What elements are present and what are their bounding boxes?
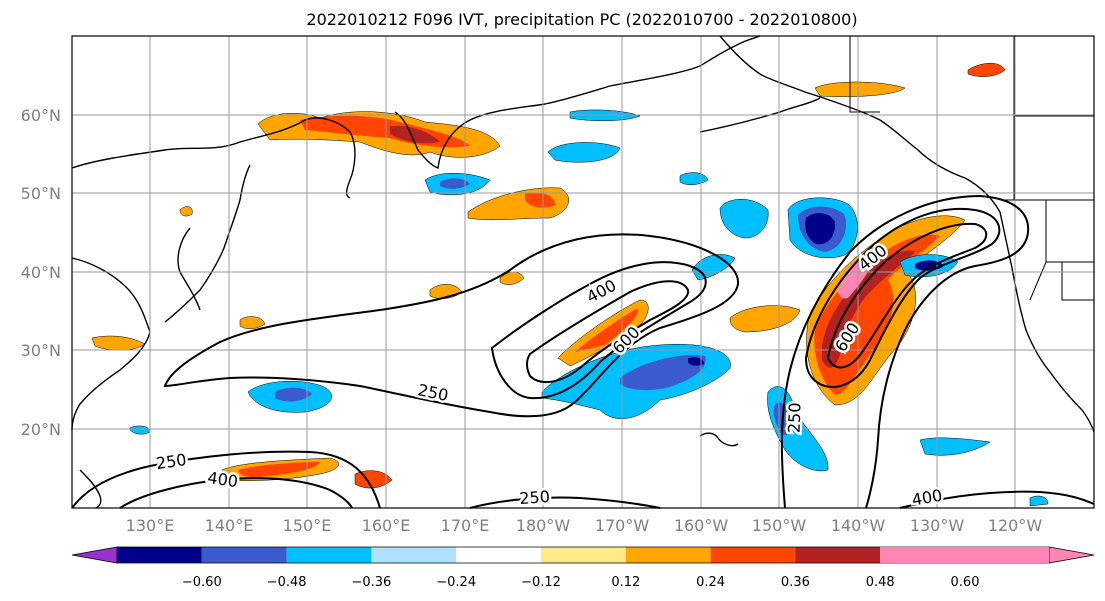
coastlines [71, 35, 1095, 509]
lon-label: 130°E [126, 516, 175, 535]
colorbar-segment [456, 547, 541, 563]
coastline-aleutians [699, 97, 821, 133]
precip-negative-core [620, 355, 706, 391]
colorbar: −0.60 −0.48 −0.36 −0.24 −0.12 0.12 0.24 … [71, 546, 1095, 590]
ivt-contours [71, 194, 1095, 509]
coastline-asia [71, 117, 356, 199]
lat-label: 60°N [21, 106, 61, 125]
coastline-china [71, 257, 151, 431]
lon-label: 140°W [831, 516, 886, 535]
colorbar-tick-label: −0.36 [351, 575, 391, 590]
boundary-us-states [1029, 200, 1094, 301]
colorbar-tick-label: −0.12 [521, 575, 561, 590]
coastline-north-america [999, 211, 1095, 433]
ivt-contour-400 [490, 261, 707, 400]
lon-label: 120°W [988, 516, 1043, 535]
colorbar-segment [117, 547, 202, 563]
map-frame [71, 35, 1095, 509]
ivt-contour-600 [826, 222, 988, 369]
coastline-alaska [719, 35, 1001, 213]
lon-label: 140°E [205, 516, 254, 535]
colorbar-segment [710, 547, 796, 563]
precip-negative-core [275, 387, 312, 402]
lon-label: 180°W [516, 516, 571, 535]
lon-label: 160°E [362, 516, 411, 535]
boundary-canada-provinces [1013, 36, 1094, 200]
colorbar-tick-label: 0.36 [781, 575, 810, 590]
ivt-contour-250 [469, 496, 661, 509]
precip-positive-core [525, 192, 555, 208]
precip-negative-region [547, 142, 621, 163]
precip-positive-region [967, 63, 1006, 77]
colorbar-segment [795, 547, 881, 563]
colorbar-segment [965, 547, 1049, 563]
colorbar-tick-label: −0.60 [182, 575, 222, 590]
boundary-alaska-canada [849, 36, 880, 113]
lat-label: 20°N [21, 420, 61, 439]
colorbar-extend-max [1048, 546, 1095, 564]
colorbar-extend-min [71, 546, 118, 564]
political-boundaries [849, 36, 1094, 301]
coastline-kamchatka [394, 35, 761, 169]
contour-label: 250 [519, 487, 551, 508]
precip-negative-core [440, 178, 470, 189]
colorbar-tick-label: −0.24 [436, 575, 476, 590]
colorbar-tick-label: 0.24 [696, 575, 725, 590]
coastline-japan [164, 164, 251, 323]
precip-negative-core [805, 213, 836, 245]
ivt-contour-400 [899, 490, 1095, 509]
colorbar-tick-label: 0.12 [611, 575, 640, 590]
ivt-contour-250 [780, 194, 1030, 509]
lon-label: 150°E [283, 516, 332, 535]
ivt-contour-400 [119, 477, 353, 509]
map-title: 2022010212 F096 IVT, precipitation PC (2… [306, 10, 857, 29]
precip-negative-core [688, 357, 704, 366]
precip-positive-region [729, 305, 801, 333]
ivt-contour-400 [804, 208, 1001, 388]
precip-positive-core [238, 462, 320, 478]
colorbar-segment [625, 547, 711, 563]
coastline-hawaii [699, 432, 739, 447]
lat-axis: 60°N 50°N 40°N 30°N 20°N [21, 106, 61, 439]
lon-label: 160°W [674, 516, 729, 535]
precip-negative-region [1029, 495, 1049, 507]
precip-positive-core [814, 234, 940, 395]
precip-positive-region [814, 81, 906, 97]
colorbar-segment [880, 547, 965, 563]
lon-axis: 130°E 140°E 150°E 160°E 170°E 180°W 170°… [126, 516, 1043, 535]
precip-positive-region [499, 271, 525, 285]
colorbar-segment [286, 547, 372, 563]
ivt-contour-250 [163, 233, 740, 418]
ivt-contour-600 [526, 280, 690, 384]
lat-label: 50°N [21, 184, 61, 203]
lon-label: 150°W [752, 516, 807, 535]
lat-label: 40°N [21, 263, 61, 282]
colorbar-tick-label: −0.48 [267, 575, 307, 590]
map-panel: 250 400 600 250 400 250 250 400 600 400 [71, 35, 1095, 512]
colorbar-segment [371, 547, 457, 563]
lon-label: 130°W [910, 516, 965, 535]
precip-positive-core [822, 250, 915, 368]
contour-label: 250 [784, 402, 804, 433]
lon-label: 170°W [595, 516, 650, 535]
colorbar-tick-label: 0.48 [866, 575, 895, 590]
ivt-contour-250 [71, 450, 381, 509]
colorbar-tick-label: 0.60 [951, 575, 980, 590]
precip-negative-region [719, 199, 769, 239]
lat-label: 30°N [21, 341, 61, 360]
precip-positive-core [390, 125, 440, 144]
coastline-philippines [79, 469, 102, 509]
colorbar-segment [201, 547, 287, 563]
lon-label: 170°E [441, 516, 490, 535]
colorbar-segment [541, 547, 626, 563]
precip-positive-region [179, 206, 193, 217]
precip-positive-core [838, 255, 873, 299]
precip-positive-region [239, 316, 266, 329]
